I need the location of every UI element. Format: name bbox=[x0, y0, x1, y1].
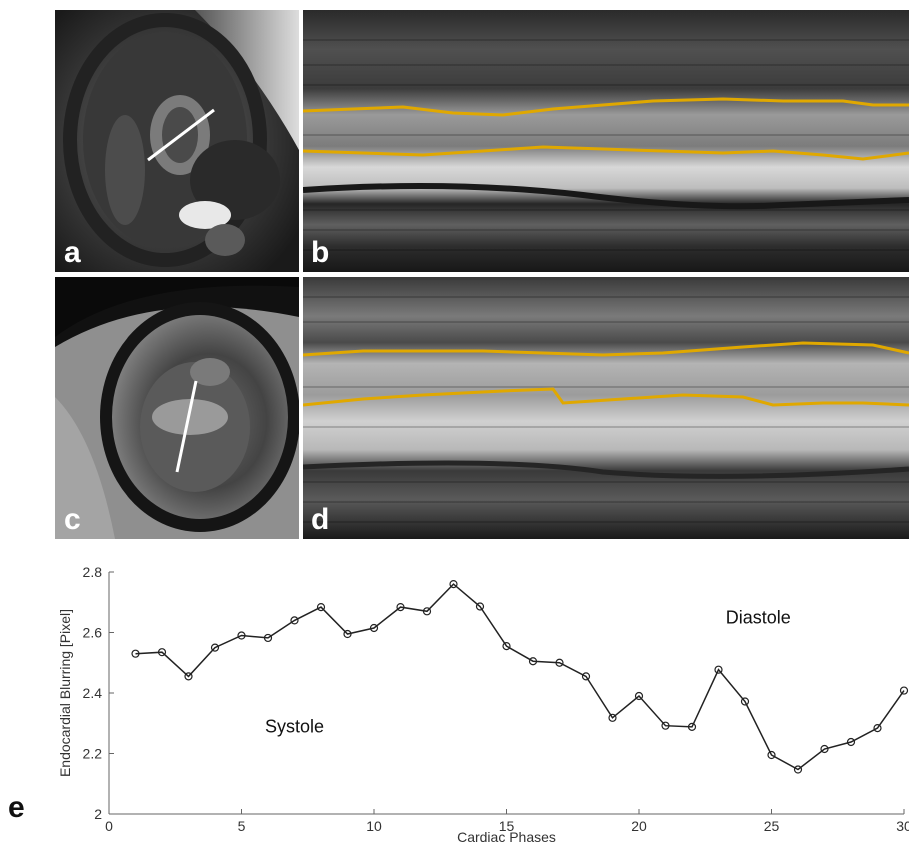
data-point bbox=[714, 665, 723, 674]
x-tick-label: 15 bbox=[499, 818, 515, 834]
x-tick-label: 20 bbox=[631, 818, 647, 834]
data-point bbox=[369, 623, 379, 633]
data-point bbox=[899, 686, 909, 695]
x-axis-label: Cardiac Phases bbox=[457, 829, 556, 844]
data-point bbox=[687, 722, 697, 731]
chart-axes: 0 5 10 15 20 25 30 2 2.2 2.4 2.6 2.8 bbox=[83, 564, 909, 834]
panel-c-image: c bbox=[55, 277, 299, 539]
phase-annotation: Systole bbox=[265, 716, 324, 736]
data-point bbox=[237, 631, 246, 640]
data-point bbox=[793, 765, 803, 774]
inner-contour bbox=[303, 145, 909, 161]
panel-c-label: c bbox=[64, 503, 81, 536]
data-point bbox=[210, 643, 220, 652]
data-point bbox=[449, 580, 458, 589]
short-axis-mri-image bbox=[55, 277, 299, 539]
panel-a-image: a bbox=[55, 10, 299, 272]
data-point bbox=[502, 642, 511, 651]
short-axis-mri-image bbox=[55, 10, 299, 272]
panel-a-label: a bbox=[64, 236, 81, 269]
data-point bbox=[343, 629, 352, 639]
panel-d-image: d bbox=[303, 277, 909, 539]
data-point bbox=[316, 602, 326, 612]
cut-line bbox=[147, 108, 215, 162]
cut-line bbox=[175, 380, 198, 473]
inner-contour bbox=[303, 387, 909, 407]
data-point bbox=[846, 737, 856, 747]
m-mode-profile-image bbox=[303, 10, 909, 272]
m-mode-profile-image bbox=[303, 277, 909, 539]
data-point bbox=[740, 697, 750, 706]
x-tick-label: 25 bbox=[764, 818, 780, 834]
y-tick-label: 2 bbox=[94, 806, 102, 822]
data-point bbox=[528, 657, 538, 666]
data-point bbox=[767, 750, 776, 760]
data-point bbox=[581, 672, 591, 681]
series-line bbox=[135, 583, 905, 771]
data-point bbox=[131, 649, 140, 658]
y-tick-label: 2.2 bbox=[83, 746, 103, 762]
data-point bbox=[263, 633, 273, 643]
data-point bbox=[184, 672, 193, 681]
blurring-chart: 0 5 10 15 20 25 30 2 2.2 2.4 2.6 2.8 Endocardial Bl… bbox=[54, 558, 909, 845]
y-axis-label: Endocardial Blurring [Pixel] bbox=[57, 609, 73, 777]
line-chart-svg: 0 5 10 15 20 25 30 2 2.2 2.4 2.6 2.8 Endocardial Bl… bbox=[57, 564, 909, 845]
chart-series bbox=[131, 580, 909, 774]
data-point bbox=[157, 648, 167, 657]
data-point bbox=[608, 713, 617, 722]
panel-b-label: b bbox=[311, 236, 330, 269]
data-point bbox=[873, 723, 882, 733]
x-tick-label: 0 bbox=[105, 818, 113, 834]
y-tick-label: 2.8 bbox=[83, 564, 103, 580]
outer-contour bbox=[303, 341, 909, 357]
data-point bbox=[555, 658, 564, 667]
data-point bbox=[661, 721, 670, 730]
x-tick-label: 30 bbox=[896, 818, 909, 834]
panel-d-label: d bbox=[311, 503, 330, 536]
data-point bbox=[422, 607, 432, 616]
data-point bbox=[396, 602, 405, 612]
outer-contour bbox=[303, 97, 909, 117]
x-tick-label: 5 bbox=[238, 818, 246, 834]
x-tick-label: 10 bbox=[366, 818, 382, 834]
data-point bbox=[820, 744, 829, 754]
y-tick-label: 2.6 bbox=[83, 625, 103, 641]
data-point bbox=[634, 691, 644, 701]
y-tick-label: 2.4 bbox=[83, 685, 103, 701]
phase-annotation: Diastole bbox=[726, 607, 791, 627]
panel-b-image: b bbox=[303, 10, 909, 272]
panel-e-label: e bbox=[8, 791, 25, 824]
data-point bbox=[475, 602, 485, 611]
data-point bbox=[290, 616, 299, 625]
